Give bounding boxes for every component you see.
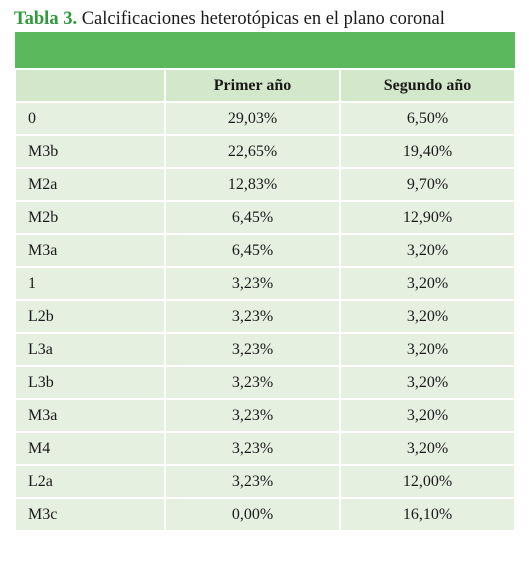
header-cell-first-year: Primer año <box>164 68 341 103</box>
table-title: Calcificaciones heterotópicas en el plan… <box>81 9 445 29</box>
second-year-value: 3,20% <box>339 398 516 433</box>
table-number: Tabla 3. <box>14 9 78 29</box>
row-label: 0 <box>14 101 166 136</box>
table-row: M4 3,23% 3,20% <box>14 431 516 466</box>
table-row: M3a 3,23% 3,20% <box>14 398 516 433</box>
header-cell-label <box>14 68 166 103</box>
first-year-value: 29,03% <box>164 101 341 136</box>
table-row: L2a 3,23% 12,00% <box>14 464 516 499</box>
second-year-value: 3,20% <box>339 299 516 334</box>
row-label: M2b <box>14 200 166 235</box>
first-year-value: 3,23% <box>164 266 341 301</box>
first-year-value: 3,23% <box>164 431 341 466</box>
table-row: M3c 0,00% 16,10% <box>14 497 516 532</box>
table-row: 0 29,03% 6,50% <box>14 101 516 136</box>
row-label: L2a <box>14 464 166 499</box>
table-row: M2b 6,45% 12,90% <box>14 200 516 235</box>
header-cell-second-year: Segundo año <box>339 68 516 103</box>
first-year-value: 6,45% <box>164 200 341 235</box>
row-label: M3b <box>14 134 166 169</box>
first-year-value: 12,83% <box>164 167 341 202</box>
table-row: 1 3,23% 3,20% <box>14 266 516 301</box>
table-row: L3a 3,23% 3,20% <box>14 332 516 367</box>
first-year-value: 3,23% <box>164 464 341 499</box>
first-year-value: 0,00% <box>164 497 341 532</box>
first-year-value: 3,23% <box>164 299 341 334</box>
data-table: Primer año Segundo año 0 29,03% 6,50% M3… <box>14 32 516 532</box>
row-label: M3c <box>14 497 166 532</box>
second-year-value: 12,90% <box>339 200 516 235</box>
first-year-value: 3,23% <box>164 398 341 433</box>
table-header-row: Primer año Segundo año <box>14 68 516 103</box>
table-row: L3b 3,23% 3,20% <box>14 365 516 400</box>
second-year-value: 19,40% <box>339 134 516 169</box>
second-year-value: 3,20% <box>339 233 516 268</box>
first-year-value: 3,23% <box>164 332 341 367</box>
table-banner <box>15 32 515 69</box>
second-year-value: 3,20% <box>339 332 516 367</box>
second-year-value: 3,20% <box>339 431 516 466</box>
row-label: M2a <box>14 167 166 202</box>
row-label: 1 <box>14 266 166 301</box>
table-row: L2b 3,23% 3,20% <box>14 299 516 334</box>
first-year-value: 22,65% <box>164 134 341 169</box>
data-table-container: Primer año Segundo año 0 29,03% 6,50% M3… <box>14 32 516 532</box>
table-caption: Tabla 3. Calcificaciones heterotópicas e… <box>14 7 445 31</box>
second-year-value: 6,50% <box>339 101 516 136</box>
second-year-value: 3,20% <box>339 365 516 400</box>
table-row: M3a 6,45% 3,20% <box>14 233 516 268</box>
table-row: M2a 12,83% 9,70% <box>14 167 516 202</box>
second-year-value: 12,00% <box>339 464 516 499</box>
first-year-value: 3,23% <box>164 365 341 400</box>
second-year-value: 9,70% <box>339 167 516 202</box>
row-label: M4 <box>14 431 166 466</box>
row-label: L3b <box>14 365 166 400</box>
second-year-value: 3,20% <box>339 266 516 301</box>
second-year-value: 16,10% <box>339 497 516 532</box>
row-label: M3a <box>14 398 166 433</box>
table-row: M3b 22,65% 19,40% <box>14 134 516 169</box>
row-label: L2b <box>14 299 166 334</box>
first-year-value: 6,45% <box>164 233 341 268</box>
row-label: M3a <box>14 233 166 268</box>
row-label: L3a <box>14 332 166 367</box>
